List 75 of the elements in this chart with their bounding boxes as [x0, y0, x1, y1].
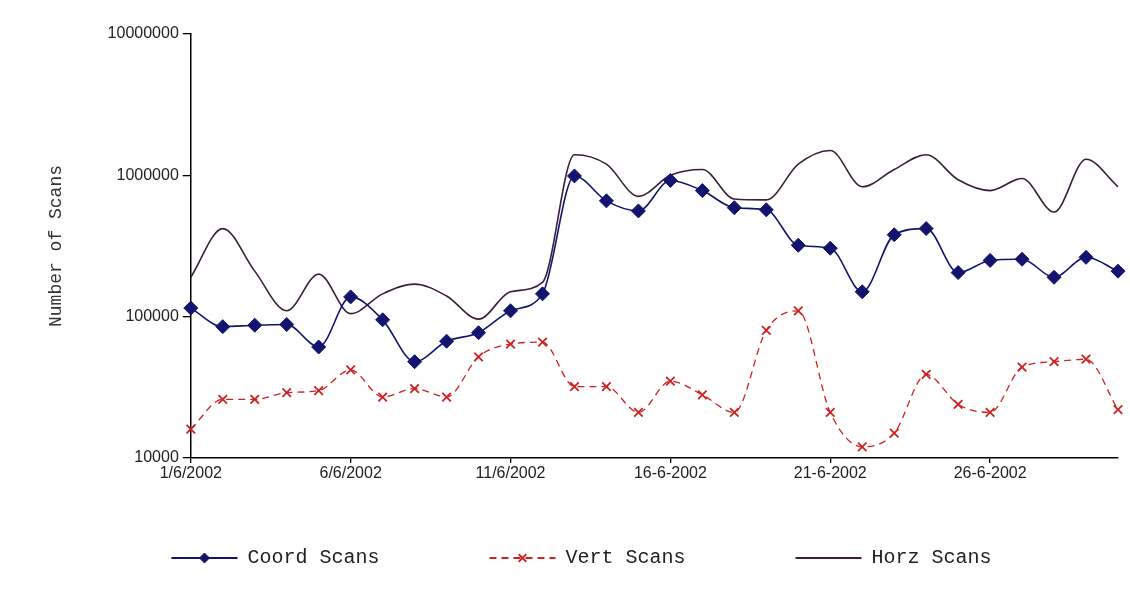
point — [726, 200, 742, 216]
point — [694, 183, 710, 199]
point — [921, 369, 932, 380]
point — [857, 441, 868, 452]
y-tick-label: 10000000 — [107, 24, 179, 42]
y-tick-label: 1000000 — [116, 165, 179, 183]
point — [889, 427, 900, 439]
legend-label: Horz Scans — [871, 546, 992, 570]
y-tick-label: 100000 — [125, 307, 179, 325]
point — [311, 339, 327, 355]
point — [952, 399, 964, 410]
legend-label: Vert Scans — [565, 546, 686, 570]
legend-label: Coord Scans — [247, 546, 380, 570]
point — [1016, 361, 1028, 373]
point — [598, 193, 614, 209]
point — [471, 325, 487, 341]
point — [281, 387, 292, 398]
point — [569, 381, 580, 392]
x-tick-label: 6/6/2002 — [319, 464, 382, 482]
point — [215, 319, 231, 335]
point — [984, 407, 996, 418]
x-tick-label: 1/6/2002 — [159, 464, 223, 482]
point — [662, 172, 678, 188]
x-tick-label: 21-6-2002 — [793, 464, 867, 482]
point — [950, 265, 966, 281]
y-axis-title: Number of Scans — [45, 164, 66, 328]
point — [758, 202, 774, 218]
point — [825, 407, 836, 418]
point — [313, 385, 324, 396]
point — [633, 407, 644, 418]
x-tick-label: 16-6-2002 — [633, 464, 707, 482]
point — [822, 240, 838, 256]
line-series — [189, 149, 1119, 320]
point — [854, 284, 870, 300]
point — [697, 389, 708, 400]
point — [345, 364, 356, 376]
point — [534, 286, 550, 302]
point — [918, 221, 934, 237]
point — [343, 289, 359, 305]
point — [793, 305, 804, 316]
point — [407, 354, 423, 370]
point — [1048, 356, 1060, 367]
point — [761, 325, 772, 336]
point — [601, 381, 612, 392]
point — [249, 394, 260, 405]
point — [537, 337, 548, 348]
point — [279, 317, 295, 333]
point — [566, 168, 582, 184]
point — [183, 300, 199, 316]
y-tick-label: 10000 — [134, 448, 179, 466]
point — [790, 237, 806, 253]
point — [665, 375, 676, 387]
point — [1080, 354, 1092, 365]
point — [441, 391, 452, 403]
point — [630, 203, 646, 219]
point — [1110, 263, 1126, 279]
point — [982, 252, 998, 268]
point — [729, 407, 740, 418]
x-tick-label: 26-6-2002 — [953, 464, 1027, 482]
point — [217, 394, 228, 405]
point — [505, 338, 516, 350]
point — [439, 333, 455, 349]
point — [1014, 251, 1030, 267]
point — [409, 383, 420, 394]
x-tick-label: 11/6/2002 — [475, 464, 546, 482]
point — [503, 303, 519, 319]
point — [473, 351, 484, 362]
point — [247, 317, 263, 333]
point — [375, 312, 391, 328]
point — [1078, 249, 1094, 265]
point — [1112, 404, 1124, 415]
point — [185, 424, 196, 435]
point — [886, 227, 902, 243]
point — [1046, 269, 1062, 285]
point — [377, 391, 388, 403]
